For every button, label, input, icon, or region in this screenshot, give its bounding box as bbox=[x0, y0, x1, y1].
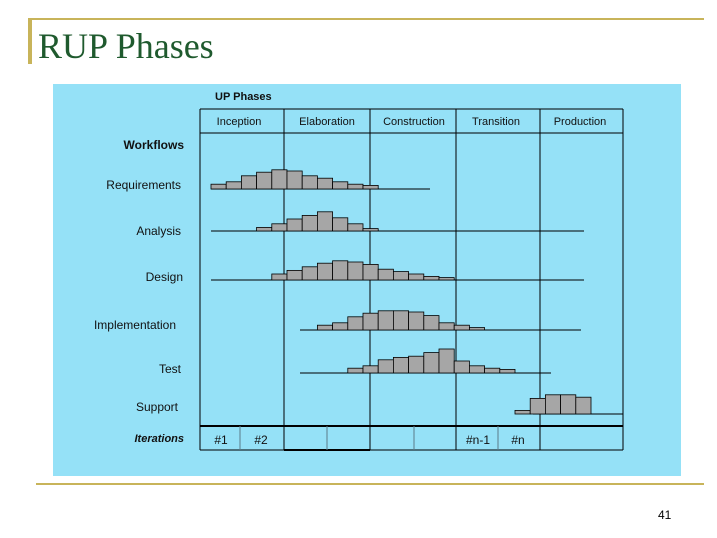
bar-design-4 bbox=[332, 260, 349, 281]
iteration-2: #2 bbox=[254, 433, 268, 447]
bar-requirements-1 bbox=[225, 181, 242, 190]
bar-analysis-3 bbox=[301, 214, 318, 232]
workflows-heading: Workflows bbox=[124, 138, 185, 152]
bar-test-7 bbox=[453, 360, 470, 374]
bar-design-2 bbox=[301, 266, 318, 281]
bar-analysis-7 bbox=[362, 228, 379, 232]
bar-analysis-0 bbox=[256, 226, 273, 232]
bar-test-9 bbox=[484, 367, 501, 374]
bar-support-4 bbox=[575, 396, 592, 415]
iteration-1: #1 bbox=[214, 433, 228, 447]
bar-test-2 bbox=[377, 359, 394, 374]
workflow-label-requirements: Requirements bbox=[106, 178, 181, 192]
bar-test-5 bbox=[423, 352, 440, 374]
bar-support-2 bbox=[544, 394, 561, 415]
bar-analysis-2 bbox=[286, 218, 303, 232]
phase-label-transition: Transition bbox=[472, 116, 520, 128]
bar-implementation-1 bbox=[332, 322, 349, 331]
bar-requirements-7 bbox=[316, 177, 333, 190]
bar-requirements-0 bbox=[210, 183, 227, 190]
bar-design-1 bbox=[286, 269, 303, 281]
bar-test-4 bbox=[408, 355, 425, 374]
iterations-label: Iterations bbox=[134, 433, 184, 445]
bar-implementation-3 bbox=[362, 312, 379, 331]
phase-label-production: Production bbox=[554, 116, 607, 128]
bottom-rule bbox=[36, 483, 704, 485]
bar-test-8 bbox=[468, 365, 485, 374]
bar-design-8 bbox=[392, 271, 409, 281]
bar-requirements-4 bbox=[271, 169, 288, 190]
workflow-label-implementation: Implementation bbox=[94, 318, 176, 332]
bar-requirements-3 bbox=[256, 171, 273, 190]
bar-design-10 bbox=[423, 275, 440, 281]
bar-support-1 bbox=[529, 397, 546, 415]
workflow-label-analysis: Analysis bbox=[136, 224, 181, 238]
bar-design-9 bbox=[408, 273, 425, 281]
bar-implementation-10 bbox=[468, 327, 485, 331]
title-accent-bar bbox=[28, 18, 32, 64]
bar-analysis-4 bbox=[316, 211, 333, 232]
bar-design-3 bbox=[316, 262, 333, 281]
bar-requirements-6 bbox=[301, 175, 318, 190]
bar-implementation-2 bbox=[347, 316, 364, 331]
bar-implementation-8 bbox=[438, 322, 455, 331]
iteration-n-1: #n-1 bbox=[466, 433, 490, 447]
bar-analysis-1 bbox=[271, 223, 288, 232]
phase-label-construction: Construction bbox=[383, 116, 445, 128]
bar-support-0 bbox=[514, 409, 531, 415]
bar-test-3 bbox=[392, 356, 409, 374]
phase-label-inception: Inception bbox=[217, 116, 262, 128]
bar-test-6 bbox=[438, 348, 455, 374]
diagram-panel: UP Phases Inception Elaboration Construc… bbox=[53, 84, 681, 476]
bar-test-0 bbox=[347, 367, 364, 374]
bar-requirements-10 bbox=[362, 185, 379, 190]
bar-implementation-0 bbox=[316, 324, 333, 331]
workflow-bars bbox=[210, 169, 592, 415]
bar-design-7 bbox=[377, 268, 394, 281]
top-rule bbox=[28, 18, 704, 20]
bar-analysis-6 bbox=[347, 223, 364, 232]
bar-design-6 bbox=[362, 263, 379, 281]
bar-requirements-8 bbox=[332, 181, 349, 190]
workflow-label-design: Design bbox=[146, 270, 183, 284]
bar-analysis-5 bbox=[332, 217, 349, 232]
bar-implementation-5 bbox=[392, 310, 409, 331]
iteration-n: #n bbox=[511, 433, 524, 447]
page-title: RUP Phases bbox=[38, 26, 214, 66]
bar-requirements-5 bbox=[286, 170, 303, 190]
phase-label-elaboration: Elaboration bbox=[299, 116, 355, 128]
bar-implementation-9 bbox=[453, 324, 470, 331]
bar-requirements-2 bbox=[240, 175, 257, 190]
bar-design-0 bbox=[271, 273, 288, 281]
bar-design-5 bbox=[347, 261, 364, 281]
bar-implementation-4 bbox=[377, 310, 394, 331]
bar-implementation-7 bbox=[423, 315, 440, 331]
diagram-title: UP Phases bbox=[215, 91, 272, 103]
workflow-label-support: Support bbox=[136, 400, 179, 414]
bar-test-1 bbox=[362, 365, 379, 374]
page-number: 41 bbox=[658, 508, 672, 522]
bar-support-3 bbox=[560, 394, 577, 415]
workflow-label-test: Test bbox=[159, 362, 182, 376]
bar-design-11 bbox=[438, 277, 455, 281]
bar-test-10 bbox=[499, 368, 516, 374]
bar-implementation-6 bbox=[408, 311, 425, 331]
phases-diagram: UP Phases Inception Elaboration Construc… bbox=[94, 91, 624, 451]
bar-requirements-9 bbox=[347, 183, 364, 190]
